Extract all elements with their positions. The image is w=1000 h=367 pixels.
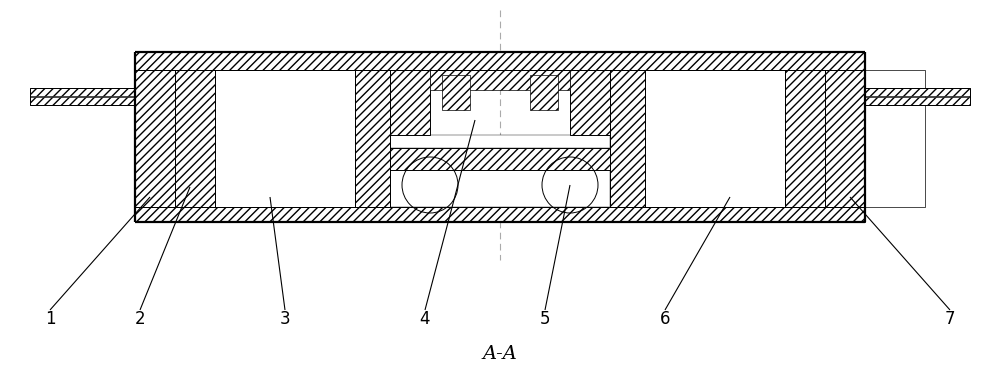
Bar xyxy=(645,70,925,207)
Bar xyxy=(355,70,390,207)
Bar xyxy=(390,170,610,207)
Bar xyxy=(390,70,430,135)
Bar xyxy=(215,70,355,207)
Bar xyxy=(30,97,135,105)
Bar xyxy=(390,135,610,148)
Bar xyxy=(135,207,865,222)
Bar xyxy=(610,70,645,207)
Bar xyxy=(135,52,865,70)
Bar xyxy=(530,75,558,110)
Bar xyxy=(442,75,470,110)
Bar xyxy=(390,148,645,170)
Text: 6: 6 xyxy=(660,310,670,328)
Bar xyxy=(135,70,175,207)
Text: A-A: A-A xyxy=(483,345,517,363)
Bar xyxy=(175,70,215,207)
Bar xyxy=(865,88,970,96)
Bar xyxy=(430,70,570,90)
Bar xyxy=(785,70,825,207)
Text: 5: 5 xyxy=(540,310,550,328)
Text: 2: 2 xyxy=(135,310,145,328)
Text: 4: 4 xyxy=(420,310,430,328)
Bar xyxy=(865,97,970,105)
Bar xyxy=(570,70,610,135)
Bar xyxy=(645,70,785,207)
Text: 1: 1 xyxy=(45,310,55,328)
Text: 3: 3 xyxy=(280,310,290,328)
Bar xyxy=(825,70,865,207)
Bar xyxy=(30,88,135,96)
Text: 7: 7 xyxy=(945,310,955,328)
